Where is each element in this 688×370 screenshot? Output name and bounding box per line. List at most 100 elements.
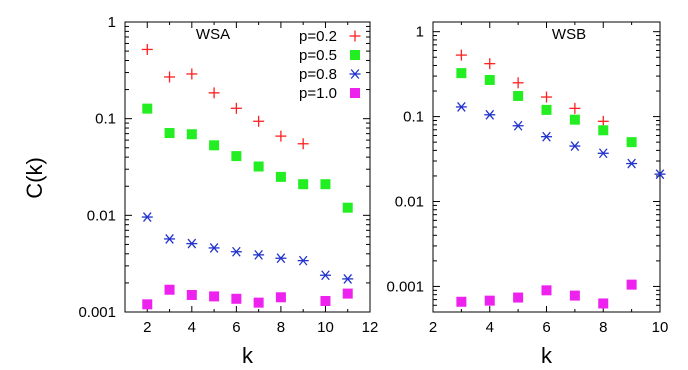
data-point	[484, 58, 496, 70]
data-point	[186, 68, 198, 80]
legend-label: p=0.5	[299, 47, 337, 64]
data-point	[141, 212, 153, 222]
legend-marker	[350, 88, 360, 98]
data-point	[164, 234, 176, 244]
y-tick-label: 0.1	[95, 111, 116, 128]
data-point	[541, 104, 552, 115]
data-point	[298, 179, 309, 190]
data-point	[597, 148, 609, 159]
x-tick-label: 4	[486, 319, 494, 336]
x-axis-label: k	[242, 343, 254, 368]
data-point	[598, 298, 609, 309]
data-point	[142, 103, 153, 114]
panel-wsa: 2 4 6 8 10 12 0.001 0.01 0.1 1 k WSA p=0.2 p=0.5 p=0.8…	[78, 14, 378, 368]
data-point	[626, 137, 637, 148]
legend-marker	[349, 69, 361, 79]
x-tick-label: 8	[599, 319, 607, 336]
x-tick-label: 12	[362, 319, 379, 336]
legend-label: p=0.2	[299, 28, 337, 45]
data-point	[297, 138, 309, 150]
data-point	[231, 293, 242, 304]
data-point	[569, 141, 581, 151]
x-tick-label: 2	[429, 319, 437, 336]
data-point	[569, 290, 580, 301]
panel-wsb: 2 4 6 8 10 0.001 0.01 0.1 1 k WSB	[386, 21, 669, 368]
x-tick-label: 6	[542, 319, 550, 336]
x-tick-label: 10	[652, 319, 669, 336]
data-point	[275, 130, 287, 142]
data-point	[541, 285, 552, 296]
legend-label: p=1.0	[299, 85, 337, 102]
data-point	[253, 297, 264, 308]
data-point	[275, 171, 286, 182]
y-axis-label: C(k)	[22, 157, 47, 199]
data-point	[253, 115, 265, 127]
x-tick-label: 10	[317, 319, 334, 336]
panel-title: WSA	[196, 26, 230, 43]
data-point	[142, 299, 153, 310]
data-point	[569, 114, 580, 125]
data-point	[626, 158, 638, 169]
data-point	[455, 102, 467, 112]
y-tick-label: 0.01	[87, 207, 116, 224]
data-point	[164, 284, 175, 295]
y-tick-label: 1	[108, 14, 116, 31]
data-point	[275, 253, 287, 264]
y-tick-label: 0.01	[395, 194, 424, 211]
data-point	[513, 90, 524, 101]
data-point	[208, 243, 220, 253]
plot-frame	[432, 21, 661, 313]
data-point	[319, 270, 331, 281]
data-point	[512, 77, 524, 89]
data-point	[342, 273, 354, 284]
data-point	[164, 71, 176, 83]
data-point	[541, 131, 552, 142]
data-point	[320, 295, 331, 306]
plot-frame	[124, 21, 371, 313]
data-point	[626, 279, 637, 290]
y-tick-label: 0.001	[78, 304, 116, 321]
data-point	[297, 255, 309, 266]
y-tick-label: 1	[416, 24, 424, 41]
data-point	[208, 87, 220, 99]
data-point	[342, 202, 353, 213]
data-point	[209, 140, 220, 151]
data-point	[230, 102, 242, 114]
y-tick-label: 0.1	[403, 109, 424, 126]
data-point	[513, 292, 524, 303]
data-point	[342, 288, 353, 299]
data-point	[230, 246, 242, 257]
data-point	[231, 151, 242, 162]
data-point	[541, 91, 552, 103]
data-point	[512, 120, 524, 131]
legend-marker	[350, 50, 360, 60]
data-point	[186, 238, 198, 249]
data-point	[484, 74, 495, 85]
x-tick-label: 8	[277, 319, 285, 336]
x-tick-label: 2	[143, 319, 151, 336]
data-point	[275, 292, 286, 303]
legend-marker	[349, 30, 361, 42]
y-tick-label: 0.001	[386, 278, 424, 295]
x-tick-label: 4	[188, 319, 196, 336]
data-point	[597, 115, 609, 127]
data-point	[484, 109, 496, 120]
x-axis-label: k	[541, 343, 553, 368]
data-point	[164, 128, 175, 139]
x-tick-label: 6	[232, 319, 240, 336]
data-point	[654, 169, 666, 180]
data-point	[141, 43, 153, 55]
data-point	[186, 289, 197, 300]
data-point	[456, 68, 467, 79]
data-point	[253, 161, 264, 172]
data-point	[186, 129, 197, 140]
data-point	[209, 291, 220, 302]
data-point	[484, 295, 495, 306]
data-point	[456, 296, 467, 307]
data-point	[253, 249, 265, 260]
panel-title: WSB	[552, 26, 586, 43]
legend-label: p=0.8	[299, 66, 337, 83]
data-point	[569, 102, 581, 114]
data-point	[598, 125, 609, 136]
